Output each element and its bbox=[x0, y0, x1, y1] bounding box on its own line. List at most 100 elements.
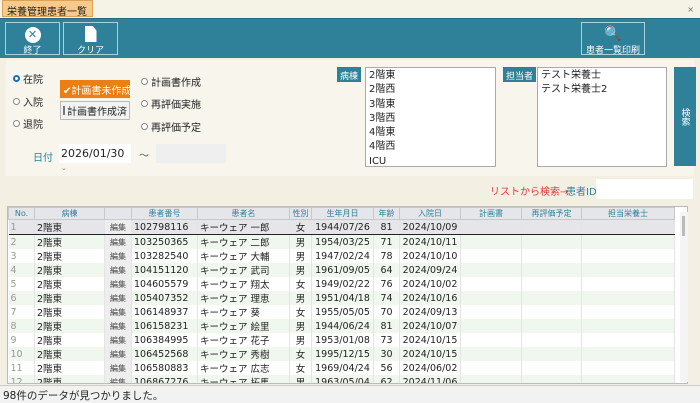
edit-button[interactable]: 編集 bbox=[104, 249, 132, 263]
table-row[interactable]: 9 2階東 編集 106384995 キーウェア 花子男 1953/01/08 73 2024… bbox=[8, 333, 675, 347]
table-row[interactable]: 4 2階東 編集 104151120 キーウェア 武司男 1961/09/05 64 2024… bbox=[8, 263, 675, 277]
row-number: 7 bbox=[8, 305, 35, 319]
radio-admitted[interactable]: 入院 bbox=[13, 94, 43, 109]
column-header[interactable]: 担当栄養士 bbox=[581, 207, 675, 220]
row-number: 11 bbox=[8, 361, 35, 375]
birthdate-cell: 1944/06/24 bbox=[311, 319, 374, 333]
age-cell: 71 bbox=[373, 234, 400, 249]
ward-item[interactable]: 4階東 bbox=[369, 127, 396, 139]
table-row[interactable]: 10 2階東 編集 106452568 キーウェア 秀樹女 1995/12/15 30 202… bbox=[8, 347, 675, 361]
ward-item[interactable]: 3階東 bbox=[369, 98, 396, 110]
table-row[interactable]: 6 2階東 編集 105407352 キーウェア 理恵男 1951/04/18 74 2024… bbox=[8, 291, 675, 305]
table-row[interactable]: 8 2階東 編集 106158231 キーウェア 絵里男 1944/06/24 81 2024… bbox=[8, 319, 675, 333]
age-cell: 73 bbox=[373, 333, 400, 347]
edit-button[interactable]: 編集 bbox=[104, 375, 132, 383]
radio-reeval-scheduled[interactable]: 再評価予定 bbox=[141, 119, 201, 134]
ward-cell: 2階東 bbox=[34, 263, 105, 277]
column-header[interactable]: No. bbox=[8, 207, 35, 220]
patient-name-cell: キーウェア 一郎 bbox=[197, 219, 290, 235]
column-header[interactable]: 患者番号 bbox=[131, 207, 198, 220]
clear-button[interactable]: クリア bbox=[63, 22, 118, 56]
patient-name-cell: キーウェア 秀樹 bbox=[197, 347, 290, 361]
staff-listbox[interactable]: テスト栄養士 テスト栄養士2 bbox=[537, 67, 667, 167]
toggle-label: 計画書作成済 bbox=[67, 107, 127, 118]
edit-button[interactable]: 編集 bbox=[104, 277, 132, 291]
ward-item[interactable]: 3階西 bbox=[369, 112, 396, 124]
edit-button[interactable]: 編集 bbox=[104, 219, 132, 235]
ward-cell: 2階東 bbox=[34, 375, 105, 383]
edit-button[interactable]: 編集 bbox=[104, 333, 132, 347]
plan-cell bbox=[460, 249, 522, 263]
ward-cell: 2階東 bbox=[34, 347, 105, 361]
ward-cell: 2階東 bbox=[34, 234, 105, 249]
close-icon[interactable]: × bbox=[687, 5, 694, 14]
ward-item[interactable]: 2階西 bbox=[369, 84, 396, 96]
column-header[interactable]: 患者名 bbox=[197, 207, 290, 220]
dietitian-cell bbox=[581, 333, 675, 347]
patient-name-cell: キーウェア 武司 bbox=[197, 263, 290, 277]
reeval-cell bbox=[521, 333, 582, 347]
print-patient-list-button[interactable]: 🔍 患者一覧印刷 bbox=[581, 22, 645, 56]
radio-discharged[interactable]: 退院 bbox=[13, 116, 43, 131]
edit-button[interactable]: 編集 bbox=[104, 347, 132, 361]
patient-number-cell: 104151120 bbox=[131, 263, 198, 277]
search-button[interactable]: 検索 bbox=[674, 67, 696, 166]
plan-not-created-toggle[interactable]: ✔計画書未作成 bbox=[60, 80, 131, 98]
date-from-value: 2026/01/30 bbox=[61, 147, 125, 160]
column-header[interactable] bbox=[104, 207, 132, 220]
column-header[interactable]: 性別 bbox=[289, 207, 312, 220]
date-from-picker[interactable]: 2026/01/30 ⌄ bbox=[59, 144, 131, 172]
table-row[interactable]: 12 2階東 編集 106867276 キーウェア 拓馬男 1963/05/04 62 202… bbox=[8, 375, 675, 383]
edit-button[interactable]: 編集 bbox=[104, 263, 132, 277]
table-row[interactable]: 1 2階東 編集 102798116 キーウェア 一郎女 1944/07/26 81 2024… bbox=[8, 219, 675, 235]
radio-dot bbox=[13, 98, 20, 105]
dietitian-cell bbox=[581, 305, 675, 319]
staff-item[interactable]: テスト栄養士2 bbox=[541, 84, 608, 96]
age-cell: 78 bbox=[373, 249, 400, 263]
patient-id-input[interactable] bbox=[596, 179, 693, 199]
column-header[interactable]: 生年月日 bbox=[311, 207, 374, 220]
edit-button[interactable]: 編集 bbox=[104, 305, 132, 319]
table-row[interactable]: 5 2階東 編集 104605579 キーウェア 翔太女 1949/02/22 76 2024… bbox=[8, 277, 675, 291]
radio-plan-created[interactable]: 計画書作成 bbox=[141, 74, 201, 89]
print-label: 患者一覧印刷 bbox=[585, 46, 640, 56]
staff-item[interactable]: テスト栄養士 bbox=[541, 70, 601, 81]
date-label: 日付 bbox=[33, 153, 53, 164]
edit-button[interactable]: 編集 bbox=[104, 319, 132, 333]
ward-item[interactable]: ICU bbox=[369, 155, 387, 167]
ward-listbox[interactable]: 2階東 2階西 3階東 3階西 4階東 4階西 ICU bbox=[365, 67, 496, 167]
ward-item[interactable]: 4階西 bbox=[369, 141, 396, 153]
patient-name-cell: キーウェア 花子 bbox=[197, 333, 290, 347]
column-header[interactable]: 入院日 bbox=[399, 207, 461, 220]
birthdate-cell: 1961/09/05 bbox=[311, 263, 374, 277]
column-header[interactable]: 再評価予定 bbox=[521, 207, 582, 220]
radio-inpatient[interactable]: 在院 bbox=[13, 71, 43, 86]
sex-cell: 男 bbox=[289, 263, 312, 277]
radio-reeval-done[interactable]: 再評価実施 bbox=[141, 96, 201, 111]
birthdate-cell: 1955/05/05 bbox=[311, 305, 374, 319]
date-to-picker[interactable] bbox=[156, 144, 226, 163]
edit-button[interactable]: 編集 bbox=[104, 234, 132, 249]
scrollbar-thumb[interactable] bbox=[682, 216, 685, 236]
row-number: 4 bbox=[8, 263, 35, 277]
table-row[interactable]: 7 2階東 編集 106148937 キーウェア 葵女 1955/05/05 70 2024/… bbox=[8, 305, 675, 319]
edit-button[interactable]: 編集 bbox=[104, 291, 132, 305]
dietitian-cell bbox=[581, 234, 675, 249]
table-row[interactable]: 3 2階東 編集 103282540 キーウェア 大輔男 1947/02/24 78 2024… bbox=[8, 249, 675, 263]
table-row[interactable]: 11 2階東 編集 106580883 キーウェア 広志女 1969/04/24 56 202… bbox=[8, 361, 675, 375]
radio-label: 再評価実施 bbox=[151, 100, 201, 111]
ward-item[interactable]: 2階東 bbox=[369, 70, 396, 81]
column-header[interactable]: 病棟 bbox=[34, 207, 105, 220]
column-header[interactable]: 年齢 bbox=[373, 207, 400, 220]
edit-button[interactable]: 編集 bbox=[104, 361, 132, 375]
table-row[interactable]: 2 2階東 編集 103250365 キーウェア 二郎男 1954/03/25 71 2024… bbox=[8, 234, 675, 249]
exit-label: 終了 bbox=[23, 46, 42, 56]
ward-cell: 2階東 bbox=[34, 277, 105, 291]
exit-button[interactable]: ✕ 終了 bbox=[5, 22, 60, 56]
column-header[interactable]: 計画書 bbox=[460, 207, 522, 220]
table-scrollbar[interactable] bbox=[680, 212, 688, 382]
radio-dot bbox=[13, 120, 20, 127]
plan-created-toggle[interactable]: 計画書作成済 bbox=[60, 101, 130, 120]
admission-date-cell: 2024/10/11 bbox=[399, 234, 461, 249]
patient-name-cell: キーウェア 葵 bbox=[197, 305, 290, 319]
